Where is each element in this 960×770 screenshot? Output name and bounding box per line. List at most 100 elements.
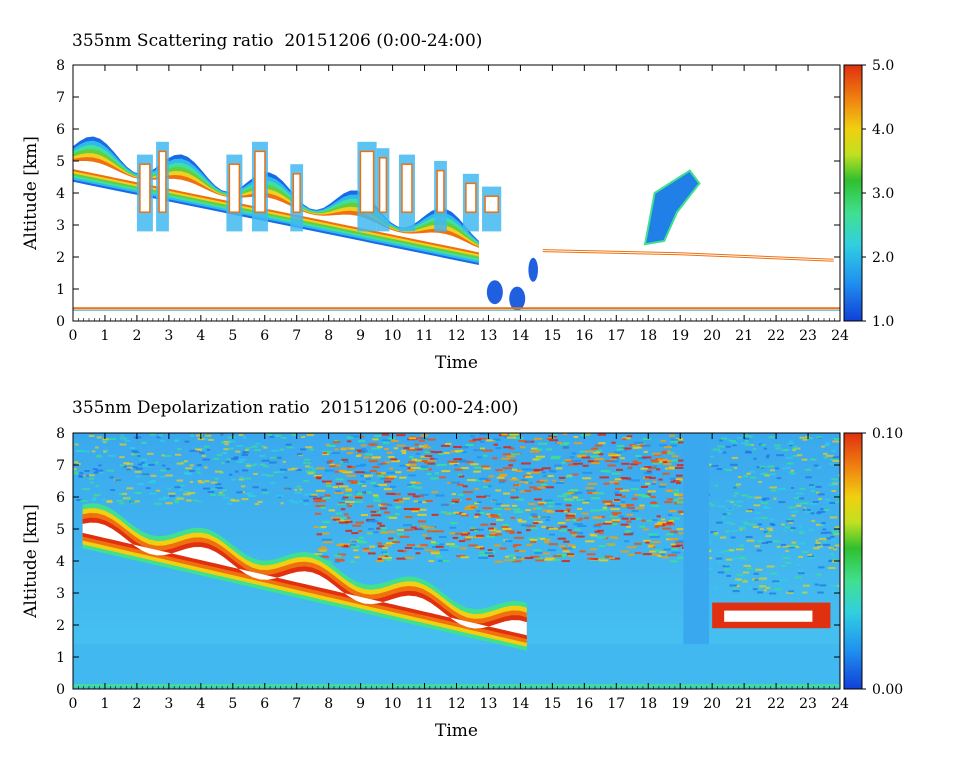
noise-speck: [360, 480, 366, 483]
noise-speck: [451, 493, 456, 496]
noise-speck: [345, 493, 353, 496]
noise-speck: [476, 510, 481, 513]
noise-speck: [336, 544, 344, 547]
noise-speck: [610, 460, 619, 463]
noise-speck: [246, 466, 251, 469]
noise-speck: [291, 467, 298, 470]
noise-speck: [587, 460, 594, 463]
noise-speck: [647, 545, 654, 548]
noise-speck: [300, 448, 307, 451]
noise-speck: [825, 454, 834, 457]
noise-speck: [632, 445, 637, 448]
noise-speck: [435, 545, 444, 548]
noise-speck: [91, 499, 97, 502]
noise-speck: [427, 530, 437, 533]
noise-speck: [329, 463, 335, 466]
noise-speck: [768, 529, 773, 532]
noise-speck: [276, 495, 284, 498]
noise-speck: [815, 523, 823, 526]
noise-speck: [313, 525, 319, 528]
noise-speck: [509, 433, 519, 436]
noise-speck: [296, 485, 302, 488]
noise-speck: [786, 591, 794, 594]
noise-speck: [482, 454, 488, 457]
noise-speck: [626, 435, 633, 438]
noise-speck: [460, 466, 469, 469]
noise-speck: [670, 444, 677, 447]
noise-speck: [831, 530, 838, 533]
noise-speck: [500, 504, 510, 507]
noise-speck: [818, 537, 827, 540]
noise-speck: [831, 478, 838, 481]
noise-speck: [507, 554, 515, 557]
noise-speck: [615, 493, 622, 496]
noise-speck: [377, 463, 384, 466]
noise-speck: [396, 529, 405, 532]
noise-speck: [597, 433, 607, 436]
noise-speck: [465, 443, 474, 446]
x-axis-label: Time: [435, 721, 478, 741]
noise-speck: [667, 513, 673, 516]
noise-speck: [330, 517, 340, 520]
noise-speck: [354, 500, 363, 503]
noise-speck: [322, 556, 330, 559]
noise-speck: [759, 528, 764, 531]
noise-speck: [596, 536, 607, 539]
noise-speck: [325, 560, 332, 563]
noise-speck: [377, 483, 388, 486]
noise-speck: [804, 510, 813, 513]
noise-speck: [747, 523, 756, 526]
noise-speck: [637, 446, 642, 449]
noise-speck: [346, 452, 353, 455]
noise-speck: [644, 466, 652, 469]
noise-speck: [776, 454, 784, 457]
noise-speck: [731, 442, 739, 445]
noise-speck: [672, 548, 678, 551]
noise-speck: [533, 469, 540, 472]
noise-speck: [515, 556, 521, 559]
noise-speck: [495, 530, 502, 533]
noise-speck: [451, 500, 459, 503]
noise-speck: [807, 553, 812, 556]
noise-speck: [261, 459, 270, 462]
noise-speck: [334, 560, 340, 563]
noise-speck: [620, 503, 628, 506]
y-axis-label: Altitude [km]: [21, 136, 41, 251]
noise-speck: [627, 466, 633, 469]
noise-speck: [460, 460, 470, 463]
noise-speck: [299, 488, 303, 491]
noise-speck: [775, 467, 780, 470]
noise-speck: [791, 510, 799, 513]
noise-speck: [716, 468, 724, 471]
noise-speck: [534, 498, 542, 501]
noise-speck: [734, 492, 740, 495]
noise-speck: [383, 552, 390, 555]
noise-speck: [799, 436, 805, 439]
noise-speck: [527, 537, 534, 540]
noise-speck: [222, 452, 227, 455]
noise-speck: [530, 513, 538, 516]
cloud-core: [139, 163, 151, 213]
noise-speck: [760, 472, 769, 475]
y-tick-label: 8: [56, 426, 65, 442]
noise-speck: [396, 557, 407, 560]
noise-speck: [150, 480, 156, 483]
noise-speck: [621, 505, 627, 508]
x-tick-label: 7: [292, 328, 301, 344]
noise-speck: [454, 468, 463, 471]
noise-speck: [485, 535, 495, 538]
noise-speck: [714, 484, 719, 487]
x-tick-label: 14: [512, 328, 530, 344]
noise-speck: [773, 582, 779, 585]
noise-speck: [717, 445, 725, 448]
noise-speck: [92, 468, 98, 471]
noise-speck: [717, 551, 724, 554]
noise-speck: [779, 579, 788, 582]
x-tick-label: 12: [448, 328, 466, 344]
noise-speck: [646, 470, 652, 473]
noise-speck: [460, 556, 469, 559]
noise-speck: [262, 465, 269, 468]
depolarization-ratio-title: 355nm Depolarization ratio 20151206 (0:0…: [72, 398, 519, 418]
noise-speck: [776, 545, 781, 548]
noise-speck: [772, 580, 780, 583]
